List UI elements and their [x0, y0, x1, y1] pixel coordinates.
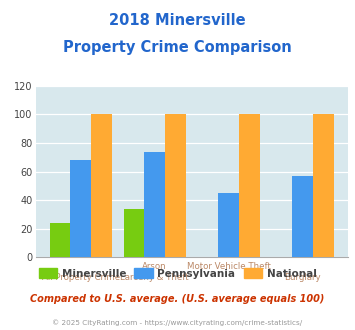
Text: 2018 Minersville: 2018 Minersville: [109, 13, 246, 28]
Bar: [218, 193, 239, 257]
Text: Property Crime Comparison: Property Crime Comparison: [63, 40, 292, 54]
Bar: [50, 223, 70, 257]
Bar: [144, 151, 165, 257]
Bar: [292, 176, 313, 257]
Text: © 2025 CityRating.com - https://www.cityrating.com/crime-statistics/: © 2025 CityRating.com - https://www.city…: [53, 319, 302, 326]
Bar: [165, 115, 186, 257]
Bar: [313, 115, 334, 257]
Bar: [239, 115, 260, 257]
Text: Compared to U.S. average. (U.S. average equals 100): Compared to U.S. average. (U.S. average …: [30, 294, 325, 304]
Bar: [91, 115, 112, 257]
Bar: [70, 160, 91, 257]
Bar: [124, 209, 144, 257]
Legend: Minersville, Pennsylvania, National: Minersville, Pennsylvania, National: [34, 264, 321, 283]
